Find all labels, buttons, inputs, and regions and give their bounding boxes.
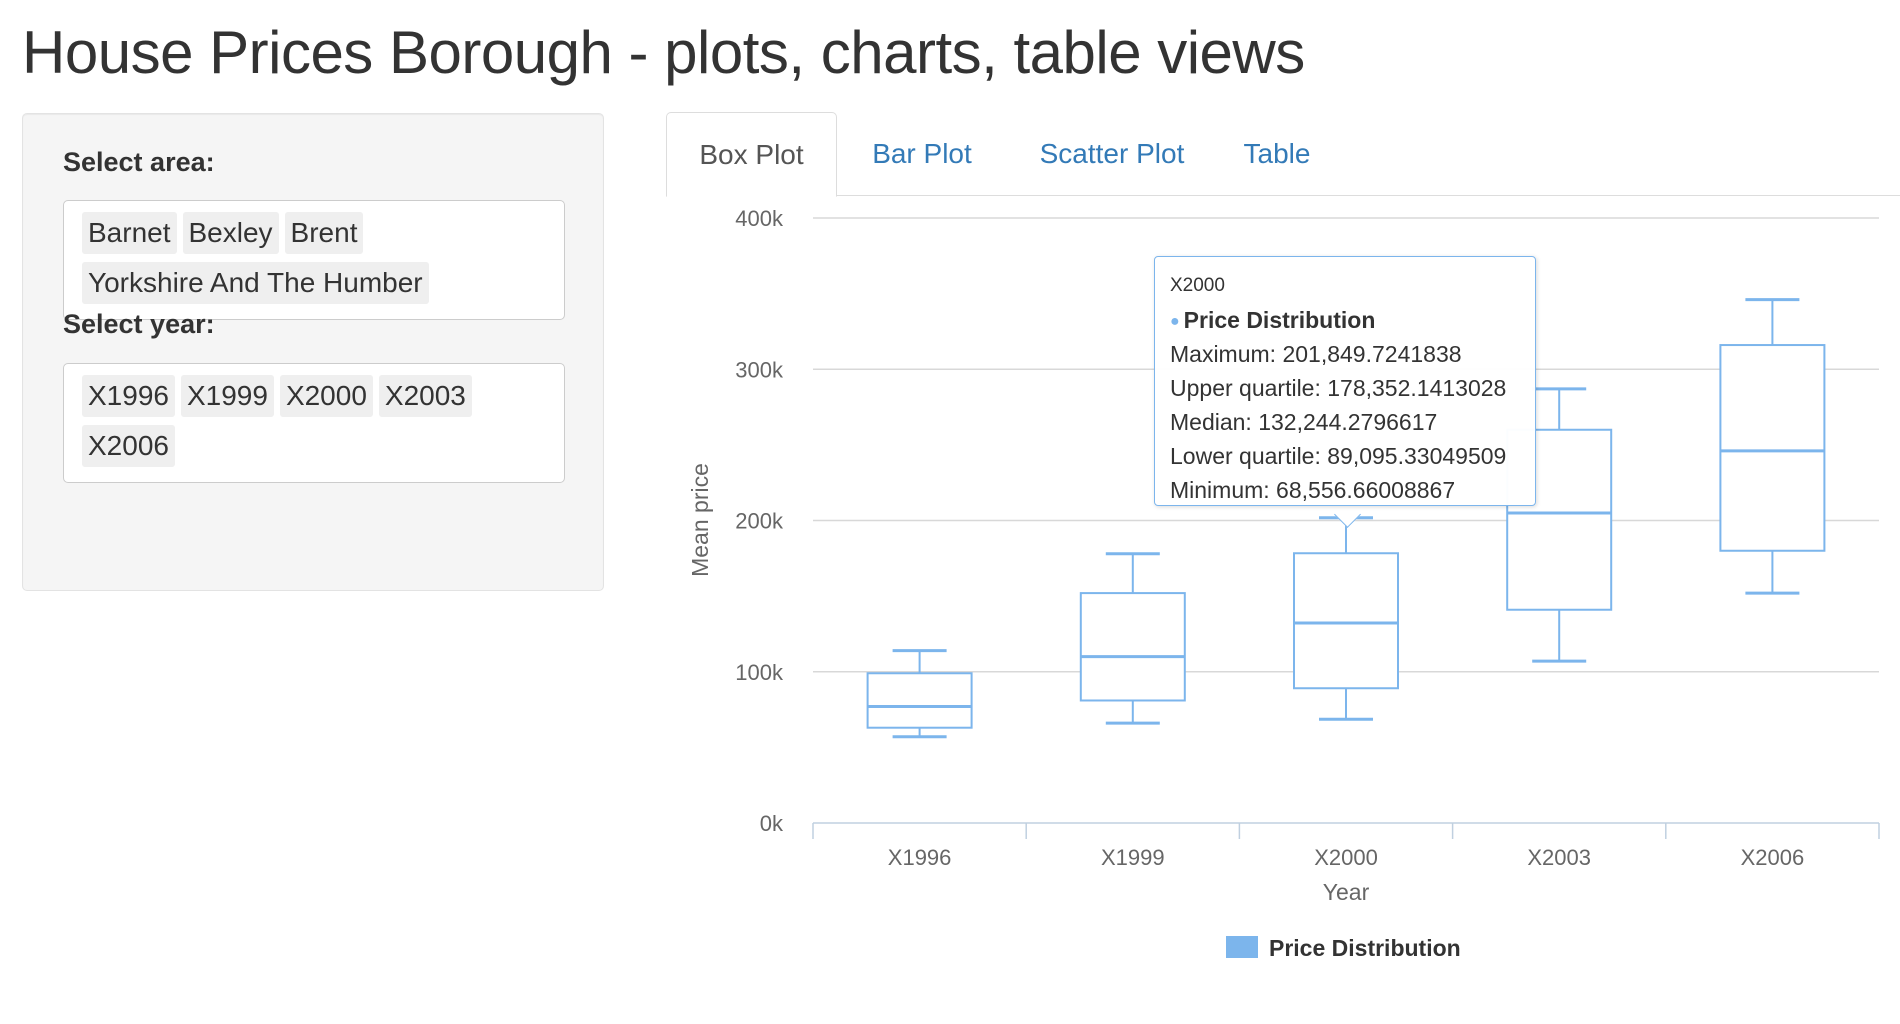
- tooltip-minimum: Minimum: 68,556.66008867: [1170, 477, 1456, 503]
- tooltip-upper-quartile: Upper quartile: 178,352.1413028: [1170, 375, 1507, 401]
- box-plot-chart: 0k 100k 200k 300k 400k X1996 X1999 X2000 X2003 X2…: [687, 206, 1880, 961]
- page-title: House Prices Borough - plots, charts, ta…: [22, 19, 1305, 86]
- series-dot-icon: ●: [1170, 313, 1180, 330]
- sidebar-panel: Select area: Barnet Bexley Brent Yorkshire …: [22, 113, 604, 591]
- tooltip-category: X2000: [1170, 275, 1225, 296]
- tooltip-median: Median: 132,244.2796617: [1170, 409, 1438, 435]
- legend-swatch: [1226, 936, 1258, 958]
- legend-label: Price Distribution: [1269, 935, 1461, 961]
- chart-tooltip: X2000 ● Price Distribution Maximum: 201,8…: [1154, 256, 1536, 506]
- tab-box-plot[interactable]: Box Plot: [666, 112, 837, 197]
- tooltip-maximum: Maximum: 201,849.7241838: [1170, 341, 1462, 367]
- area-select-label: Select area:: [63, 147, 215, 177]
- y-tick-label: 300k: [735, 357, 784, 382]
- tooltip-lower-quartile: Lower quartile: 89,095.33049509: [1170, 443, 1507, 469]
- y-tick-label: 0k: [760, 811, 784, 836]
- tab-bar-plot[interactable]: Bar Plot: [872, 138, 972, 169]
- x-tick-label: X1999: [1101, 845, 1165, 870]
- year-chip[interactable]: X1999: [180, 375, 274, 417]
- year-chip[interactable]: X2003: [378, 375, 472, 417]
- x-tick-label: X2000: [1314, 845, 1378, 870]
- area-select-input[interactable]: Barnet Bexley Brent Yorkshire And The Humbe…: [63, 200, 565, 320]
- tab-bar: Box Plot Bar Plot Scatter Plot Table: [666, 112, 1900, 197]
- box-body: [1293, 552, 1399, 690]
- year-chip[interactable]: X2006: [82, 425, 175, 467]
- area-chip[interactable]: Yorkshire And The Humber: [82, 262, 429, 304]
- year-chip[interactable]: X2000: [279, 375, 373, 417]
- tooltip-series-name: Price Distribution: [1183, 307, 1376, 333]
- year-select-input[interactable]: X1996 X1999 X2000 X2003 X2006: [63, 363, 565, 483]
- area-chip[interactable]: Brent: [284, 212, 364, 254]
- y-tick-label: 400k: [735, 206, 784, 231]
- box-body: [1079, 592, 1186, 702]
- area-chip[interactable]: Bexley: [182, 212, 279, 254]
- year-select-label: Select year:: [63, 309, 215, 339]
- area-chip[interactable]: Barnet: [82, 212, 177, 254]
- x-tick-label: X2006: [1741, 845, 1805, 870]
- y-tick-label: 100k: [735, 660, 784, 685]
- box-body: [1719, 344, 1826, 552]
- tab-table[interactable]: Table: [1243, 138, 1311, 169]
- year-chip[interactable]: X1996: [82, 375, 175, 417]
- x-tick-label: X1996: [888, 845, 952, 870]
- y-tick-label: 200k: [735, 509, 784, 534]
- y-axis-title: Mean price: [687, 463, 713, 577]
- box-body: [866, 672, 973, 729]
- x-axis-title: Year: [1323, 879, 1370, 905]
- x-tick-label: X2003: [1527, 845, 1591, 870]
- tab-scatter-plot[interactable]: Scatter Plot: [1039, 138, 1185, 169]
